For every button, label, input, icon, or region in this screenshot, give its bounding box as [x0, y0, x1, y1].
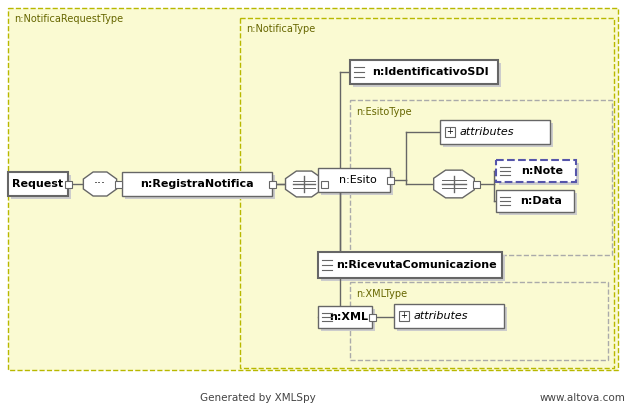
Bar [350, 100, 612, 255]
Bar [499, 163, 579, 185]
Text: n:NotificaRequestType: n:NotificaRequestType [14, 14, 123, 24]
Text: n:RegistraNotifica: n:RegistraNotifica [140, 179, 254, 189]
Text: ···: ··· [94, 178, 106, 191]
Bar [64, 180, 71, 187]
Text: n:Note: n:Note [521, 166, 563, 176]
Bar [318, 252, 502, 278]
Bar [353, 63, 501, 87]
Text: attributes: attributes [414, 311, 468, 321]
Bar [350, 282, 608, 360]
Text: Request: Request [13, 179, 64, 189]
Text: n:EsitoType: n:EsitoType [356, 107, 411, 117]
Text: Generated by XMLSpy: Generated by XMLSpy [200, 393, 316, 403]
Bar [321, 309, 375, 331]
Polygon shape [285, 171, 322, 197]
Text: n:NotificaType: n:NotificaType [246, 24, 316, 34]
Bar [114, 180, 122, 187]
Bar [440, 120, 550, 144]
Text: n:RicevutaComunicazione: n:RicevutaComunicazione [336, 260, 497, 270]
Bar [318, 306, 372, 328]
Bar [443, 123, 553, 147]
Bar [496, 190, 574, 212]
Text: n:Esito: n:Esito [339, 175, 377, 185]
Bar [240, 18, 614, 368]
Bar [499, 193, 577, 215]
Bar [399, 311, 409, 321]
Polygon shape [83, 172, 117, 196]
Text: n:Data: n:Data [520, 196, 562, 206]
Bar [321, 180, 327, 187]
Text: www.altova.com: www.altova.com [539, 393, 625, 403]
Bar [321, 255, 505, 281]
Bar [350, 60, 498, 84]
Bar [318, 168, 390, 192]
Bar [122, 172, 272, 196]
Text: n:IdentificativoSDI: n:IdentificativoSDI [372, 67, 488, 77]
Bar [125, 175, 275, 199]
Polygon shape [433, 170, 475, 198]
Bar [387, 177, 394, 184]
Bar [473, 180, 480, 187]
Bar [8, 172, 68, 196]
Text: +: + [447, 128, 454, 137]
Text: +: + [401, 312, 408, 321]
Bar [321, 171, 393, 195]
Text: n:XMLType: n:XMLType [356, 289, 407, 299]
Bar [8, 8, 618, 370]
Bar [269, 180, 276, 187]
Bar [445, 127, 455, 137]
Bar [496, 160, 576, 182]
Bar [369, 314, 375, 321]
Bar [11, 175, 71, 199]
Text: attributes: attributes [460, 127, 514, 137]
Bar [394, 304, 504, 328]
Bar [397, 307, 507, 331]
Text: n:XML: n:XML [329, 312, 369, 322]
